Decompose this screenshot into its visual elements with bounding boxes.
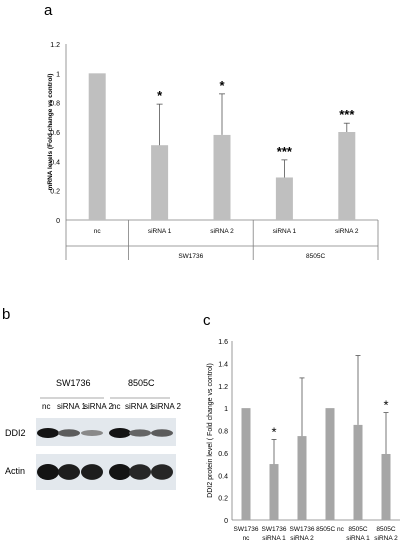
chart-c-category-label: SW1736 — [290, 526, 315, 533]
chart-c-significance: * — [271, 424, 276, 439]
chart-a-ytick-label: 0 — [56, 218, 60, 225]
blot-cellline-8505c: 8505C — [128, 378, 155, 388]
western-blot: SW1736 8505C nc siRNA 1 siRNA 2 nc siRNA… — [0, 318, 200, 498]
chart-c-ytick-label: 0.6 — [218, 451, 228, 458]
chart-a-bar — [275, 177, 293, 220]
chart-a-ytick-label: 0.8 — [50, 101, 60, 108]
blot-actin-band — [151, 464, 173, 480]
chart-c-ytick-label: 0 — [224, 518, 228, 525]
chart-c-category-label: siRNA 1 — [346, 535, 370, 542]
chart-a-category-label: nc — [94, 228, 102, 235]
chart-c-ytick-label: 1.6 — [218, 339, 228, 346]
chart-a-bar — [213, 134, 231, 220]
chart-c-bar — [269, 464, 279, 520]
chart-c-bar — [297, 436, 307, 520]
blot-image — [36, 397, 176, 490]
blot-lane-1: nc — [42, 402, 51, 411]
blot-cellline-sw1736: SW1736 — [56, 378, 91, 388]
blot-ddi2-band — [109, 428, 131, 438]
chart-a-category-label: siRNA 1 — [148, 228, 172, 235]
panel-a-label: a — [44, 2, 53, 19]
chart-a-bar — [338, 132, 356, 220]
blot-ddi2-band — [129, 429, 151, 437]
chart-a: 0 0.2 0.4 0.6 0.8 1 1.2 mRNA levels (Fold chang… — [47, 42, 379, 260]
chart-c-category-label: 8505C — [348, 526, 367, 533]
blot-actin-band — [109, 464, 131, 480]
chart-a-ytick-label: 1.2 — [50, 42, 60, 49]
chart-c-y-axis-title: DDI2 protein level ( Fold change vs cont… — [207, 363, 214, 498]
blot-lane-2: siRNA 1 — [57, 402, 86, 411]
chart-c-category-label: SW1736 — [234, 526, 259, 533]
chart-c-category-label: nc — [243, 535, 251, 542]
chart-a-ytick-label: 0.2 — [50, 189, 60, 196]
chart-c-category-label: siRNA 2 — [374, 535, 398, 542]
chart-c-category-label: siRNA 2 — [290, 535, 314, 542]
blot-row-actin: Actin — [5, 466, 26, 476]
chart-a-group-label: SW1736 — [178, 253, 203, 260]
blot-actin-band — [37, 464, 59, 480]
blot-lane-5: siRNA 1 — [125, 402, 154, 411]
chart-c-ytick-label: 1.4 — [218, 361, 228, 368]
chart-a-significance: *** — [277, 144, 293, 159]
panel-b-label: b — [2, 306, 11, 323]
blot-ddi2-band — [58, 429, 80, 437]
blot-ddi2-band — [151, 429, 173, 437]
chart-c-bar — [241, 408, 251, 520]
blot-actin-band — [129, 464, 151, 480]
blot-actin-band — [81, 464, 103, 480]
chart-c-ytick-label: 1 — [224, 406, 228, 413]
blot-ddi2-band — [37, 428, 59, 438]
blot-actin-band — [58, 464, 80, 480]
chart-a-bar — [151, 145, 169, 220]
chart-c-ytick-label: 1.2 — [218, 384, 228, 391]
panel-c-label: c — [203, 312, 211, 329]
chart-c-category-label: siRNA 1 — [262, 535, 286, 542]
chart-a-ytick-label: 0.4 — [50, 159, 60, 166]
chart-a-significance: * — [157, 88, 163, 103]
chart-c-significance: * — [383, 398, 388, 413]
chart-a-bar — [88, 73, 106, 220]
chart-a-y-axis-title: mRNA levels (Fold change vs control) — [47, 74, 54, 191]
chart-a-group-label: 8505C — [306, 253, 325, 260]
chart-c-category-label: 8505C nc — [316, 526, 345, 533]
chart-c-bar — [325, 408, 335, 520]
chart-c-ytick-label: 0.4 — [218, 473, 228, 480]
chart-a-category-label: siRNA 2 — [210, 228, 234, 235]
chart-c-ytick-label: 0.8 — [218, 429, 228, 436]
blot-lane-4: nc — [112, 402, 121, 411]
chart-c-bar — [353, 424, 363, 520]
blot-row-ddi2: DDI2 — [5, 428, 26, 438]
chart-c-ytick-label: 0.2 — [218, 496, 228, 503]
chart-a-category-label: siRNA 2 — [335, 228, 359, 235]
blot-ddi2-band — [81, 429, 103, 437]
chart-c-bar — [381, 453, 391, 520]
chart-c-category-label: SW1736 — [262, 526, 287, 533]
blot-lane-6: siRNA 2 — [152, 402, 181, 411]
chart-a-ytick-label: 1 — [56, 71, 60, 78]
chart-a-significance: * — [219, 78, 225, 93]
chart-a-significance: *** — [339, 107, 355, 122]
chart-c-category-label: 8505C — [376, 526, 395, 533]
chart-a-ytick-label: 0.6 — [50, 130, 60, 137]
blot-lane-3: siRNA 2 — [84, 402, 113, 411]
chart-a-category-label: siRNA 1 — [273, 228, 297, 235]
